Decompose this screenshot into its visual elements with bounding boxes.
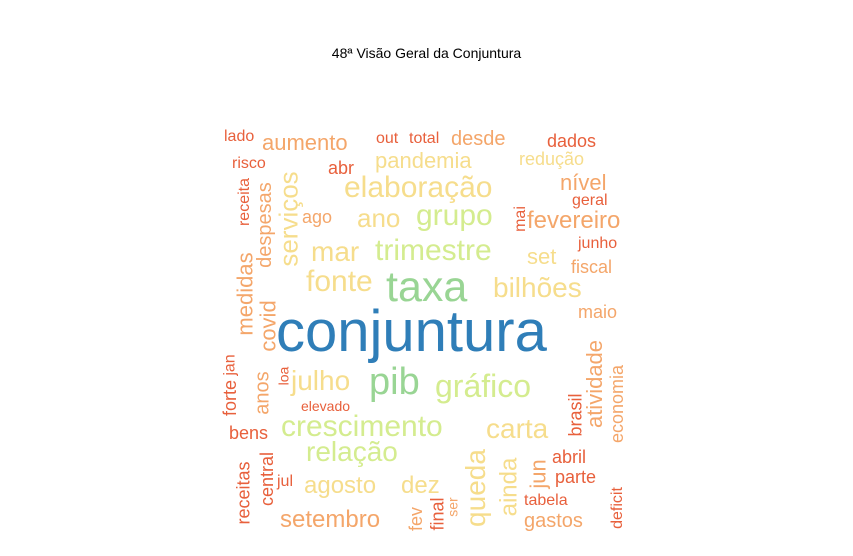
word-agosto: agosto — [304, 472, 377, 499]
word-forte: forte — [220, 379, 241, 417]
word-dados: dados — [547, 131, 597, 151]
word-nivel: nível — [560, 170, 607, 195]
word-taxa: taxa — [386, 263, 468, 311]
word-servicos: serviços — [273, 171, 304, 267]
word-economia: economia — [607, 364, 628, 444]
word-bilhoes: bilhões — [493, 272, 582, 303]
word-crescimento: crescimento — [281, 410, 443, 443]
word-parte: parte — [555, 467, 597, 487]
word-pib: pib — [369, 361, 420, 403]
word-covid: covid — [255, 300, 281, 352]
word-reducao: redução — [519, 149, 585, 169]
word-aumento: aumento — [262, 130, 348, 155]
word-fonte: fonte — [306, 265, 373, 298]
word-grupo: grupo — [416, 199, 493, 232]
word-elevado: elevado — [301, 398, 351, 414]
word-carta: carta — [486, 413, 549, 444]
word-ano: ano — [357, 203, 401, 233]
word-conjuntura: conjuntura — [276, 299, 547, 364]
word-fiscal: fiscal — [571, 257, 613, 277]
word-despesas: despesas — [253, 182, 276, 268]
word-dez: dez — [401, 472, 440, 499]
word-fev: fev — [406, 506, 427, 532]
word-tabela: tabela — [524, 492, 568, 509]
word-queda: queda — [459, 449, 491, 527]
word-setembro: setembro — [280, 506, 381, 533]
word-jul: jul — [277, 473, 294, 490]
word-jan: jan — [221, 354, 239, 376]
word-receita: receita — [236, 177, 254, 227]
word-elaboracao: elaboração — [344, 171, 493, 204]
page-title: 48ª Visão Geral da Conjuntura — [331, 45, 522, 61]
word-desde: desde — [451, 128, 506, 150]
word-geral: geral — [572, 192, 608, 209]
word-trimestre: trimestre — [375, 234, 492, 267]
word-total: total — [409, 130, 440, 147]
word-ago: ago — [302, 207, 333, 227]
word-receitas: receitas — [233, 461, 254, 525]
word-anos: anos — [251, 371, 274, 415]
word-ser: ser — [444, 497, 461, 517]
word-fevereiro: fevereiro — [527, 207, 621, 234]
word-set: set — [527, 244, 557, 269]
word-pandemia: pandemia — [375, 148, 472, 173]
word-final: final — [427, 497, 448, 531]
word-grafico: gráfico — [435, 368, 532, 404]
word-lado: lado — [224, 128, 255, 145]
word-atividade: atividade — [582, 339, 608, 429]
word-ainda: ainda — [494, 457, 522, 517]
word-deficit: deficit — [608, 487, 626, 529]
word-loa: loa — [274, 366, 291, 386]
word-junho: junho — [578, 235, 618, 252]
word-relacao: relação — [306, 436, 398, 467]
word-maio: maio — [578, 302, 618, 322]
word-risco: risco — [232, 155, 266, 172]
word-gastos: gastos — [524, 510, 583, 532]
word-mai: mai — [511, 206, 529, 232]
word-abr: abr — [328, 158, 355, 178]
word-medidas: medidas — [232, 252, 258, 336]
word-out: out — [376, 130, 399, 147]
word-brasil: brasil — [565, 393, 586, 437]
word-jun: jun — [525, 459, 551, 489]
word-julho: julho — [291, 365, 351, 396]
word-central: central — [257, 451, 278, 507]
word-bens: bens — [229, 423, 269, 443]
word-mar: mar — [311, 236, 360, 267]
word-abril: abril — [552, 447, 587, 467]
